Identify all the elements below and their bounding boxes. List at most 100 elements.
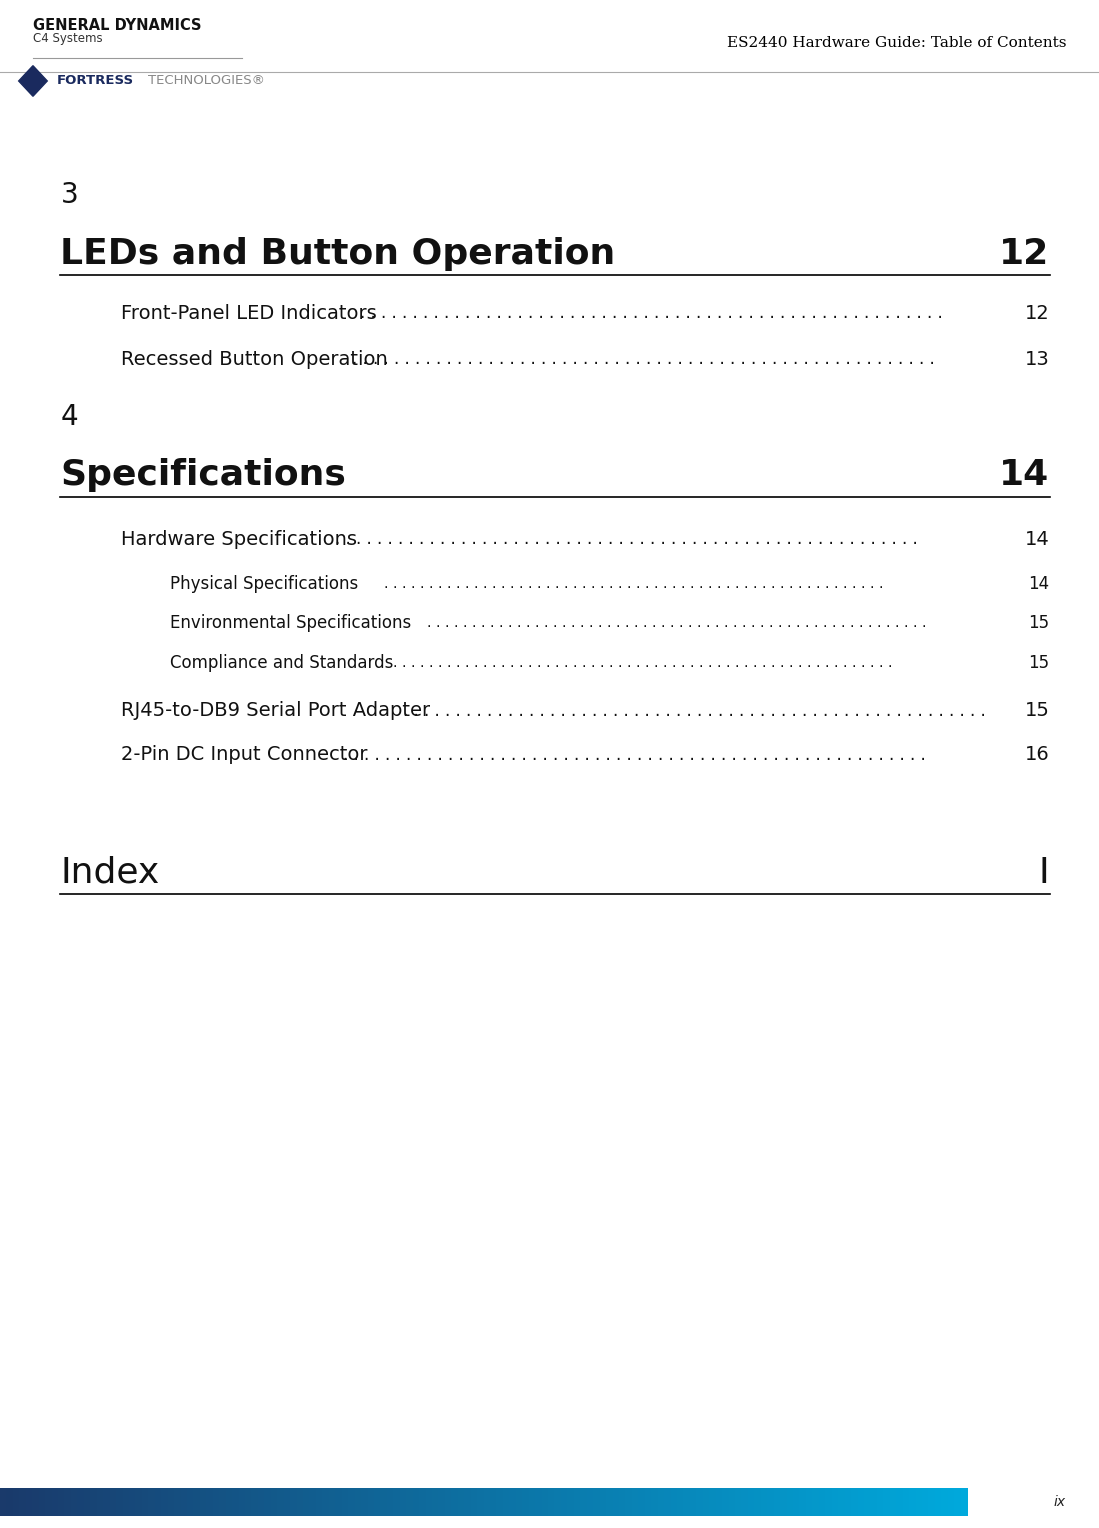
Bar (845, 1488, 852, 1516)
Bar (355, 1488, 363, 1516)
Bar (929, 1488, 936, 1516)
Bar (315, 1488, 323, 1516)
Bar (335, 1488, 343, 1516)
Bar (322, 1488, 330, 1516)
Bar (490, 1488, 498, 1516)
Bar (742, 1488, 750, 1516)
Bar (574, 1488, 581, 1516)
Bar (806, 1488, 813, 1516)
Bar (71, 1488, 78, 1516)
Text: GENERAL DYNAMICS: GENERAL DYNAMICS (33, 18, 201, 34)
Bar (632, 1488, 640, 1516)
Text: I: I (1039, 856, 1050, 889)
Text: 15: 15 (1029, 614, 1050, 633)
Bar (497, 1488, 504, 1516)
Bar (225, 1488, 233, 1516)
Polygon shape (19, 66, 47, 96)
Bar (425, 1488, 433, 1516)
Bar (902, 1488, 910, 1516)
Bar (362, 1488, 368, 1516)
Bar (729, 1488, 736, 1516)
Bar (548, 1488, 556, 1516)
Bar (839, 1488, 846, 1516)
Bar (657, 1488, 665, 1516)
Bar (851, 1488, 858, 1516)
Bar (110, 1488, 118, 1516)
Bar (896, 1488, 903, 1516)
Bar (193, 1488, 201, 1516)
Bar (935, 1488, 943, 1516)
Bar (961, 1488, 968, 1516)
Bar (168, 1488, 175, 1516)
Bar (600, 1488, 607, 1516)
Bar (387, 1488, 395, 1516)
Text: 15: 15 (1029, 654, 1050, 672)
Bar (174, 1488, 181, 1516)
Bar (652, 1488, 658, 1516)
Bar (122, 1488, 130, 1516)
Bar (135, 1488, 143, 1516)
Bar (799, 1488, 807, 1516)
Bar (207, 1488, 214, 1516)
Bar (367, 1488, 375, 1516)
Bar (645, 1488, 653, 1516)
Bar (580, 1488, 588, 1516)
Text: C4 Systems: C4 Systems (33, 32, 102, 46)
Text: 14: 14 (1029, 575, 1050, 593)
Text: Environmental Specifications: Environmental Specifications (170, 614, 412, 633)
Bar (877, 1488, 885, 1516)
Bar (419, 1488, 426, 1516)
Bar (103, 1488, 111, 1516)
Bar (232, 1488, 240, 1516)
Bar (90, 1488, 98, 1516)
Bar (639, 1488, 646, 1516)
Bar (452, 1488, 459, 1516)
Bar (412, 1488, 420, 1516)
Text: 12: 12 (999, 237, 1050, 270)
Text: . . . . . . . . . . . . . . . . . . . . . . . . . . . . . . . . . . . . . . . . : . . . . . . . . . . . . . . . . . . . . … (426, 616, 926, 631)
Bar (77, 1488, 85, 1516)
Bar (432, 1488, 440, 1516)
Bar (542, 1488, 550, 1516)
Bar (748, 1488, 755, 1516)
Bar (400, 1488, 408, 1516)
Bar (148, 1488, 156, 1516)
Bar (464, 1488, 471, 1516)
Bar (393, 1488, 401, 1516)
Text: Specifications: Specifications (60, 458, 346, 492)
Bar (715, 1488, 723, 1516)
Text: LEDs and Button Operation: LEDs and Button Operation (60, 237, 615, 270)
Bar (142, 1488, 149, 1516)
Bar (407, 1488, 413, 1516)
Bar (780, 1488, 788, 1516)
Text: Front-Panel LED Indicators: Front-Panel LED Indicators (121, 304, 377, 322)
Text: . . . . . . . . . . . . . . . . . . . . . . . . . . . . . . . . . . . . . . . . : . . . . . . . . . . . . . . . . . . . . … (403, 701, 986, 720)
Bar (522, 1488, 530, 1516)
Bar (290, 1488, 298, 1516)
Text: . . . . . . . . . . . . . . . . . . . . . . . . . . . . . . . . . . . . . . . . : . . . . . . . . . . . . . . . . . . . . … (343, 746, 925, 764)
Bar (606, 1488, 613, 1516)
Bar (58, 1488, 66, 1516)
Text: . . . . . . . . . . . . . . . . . . . . . . . . . . . . . . . . . . . . . . . . : . . . . . . . . . . . . . . . . . . . . … (392, 656, 892, 671)
Text: TECHNOLOGIES®: TECHNOLOGIES® (148, 75, 265, 87)
Bar (832, 1488, 840, 1516)
Bar (374, 1488, 381, 1516)
Text: . . . . . . . . . . . . . . . . . . . . . . . . . . . . . . . . . . . . . . . . : . . . . . . . . . . . . . . . . . . . . … (384, 576, 884, 591)
Bar (677, 1488, 685, 1516)
Bar (793, 1488, 800, 1516)
Bar (129, 1488, 136, 1516)
Text: . . . . . . . . . . . . . . . . . . . . . . . . . . . . . . . . . . . . . . . . : . . . . . . . . . . . . . . . . . . . . … (352, 350, 934, 368)
Bar (470, 1488, 478, 1516)
Bar (258, 1488, 266, 1516)
Bar (7, 1488, 14, 1516)
Bar (503, 1488, 510, 1516)
Text: 14: 14 (999, 458, 1050, 492)
Bar (303, 1488, 311, 1516)
Bar (690, 1488, 698, 1516)
Bar (619, 1488, 626, 1516)
Bar (735, 1488, 743, 1516)
Bar (664, 1488, 671, 1516)
Bar (445, 1488, 453, 1516)
Bar (954, 1488, 962, 1516)
Bar (670, 1488, 678, 1516)
